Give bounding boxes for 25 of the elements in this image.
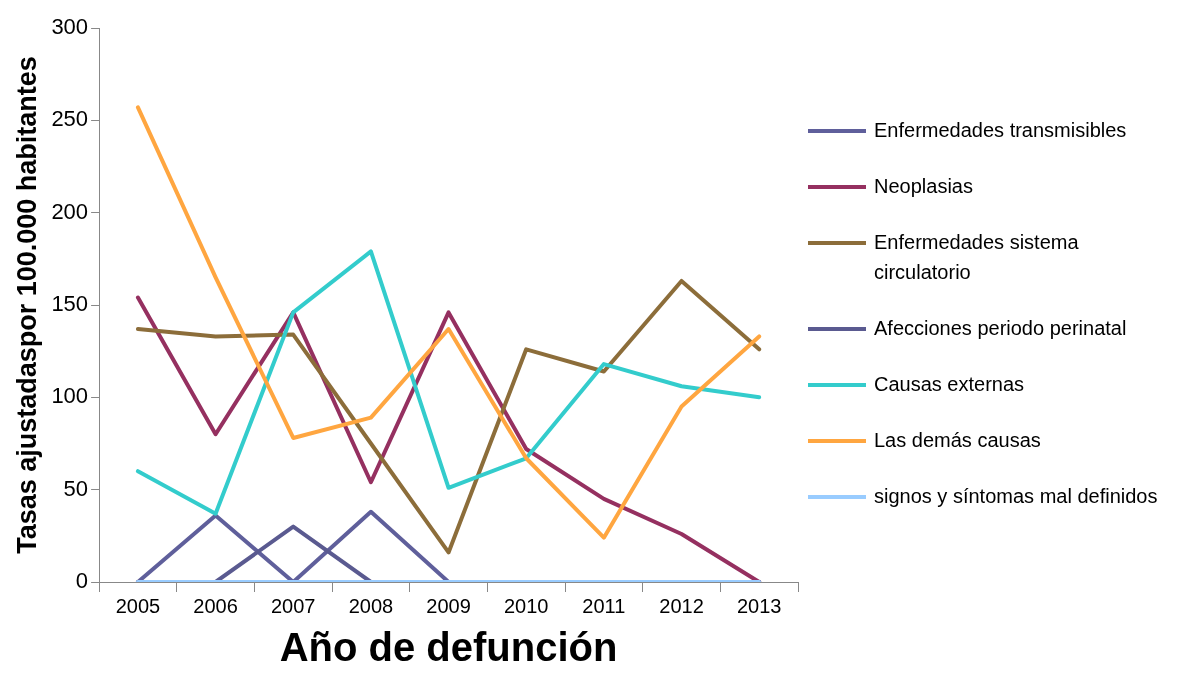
x-tick-label: 2007	[270, 594, 316, 617]
legend-label: Enfermedades sistema circulatorio	[874, 230, 1080, 285]
y-tick-label: 200	[51, 198, 89, 224]
legend-label: Las demás causas	[874, 428, 1042, 453]
y-tick-label: 100	[51, 383, 89, 409]
y-tick-label: 150	[51, 291, 89, 317]
x-tick-label: 2008	[348, 594, 394, 617]
y-tick-label: 300	[51, 14, 89, 40]
x-tick-label: 2005	[115, 594, 161, 617]
y-tick-label: 250	[51, 106, 89, 132]
legend-label: Afecciones periodo perinatal	[874, 316, 1128, 341]
x-axis-title: Año de defunción	[279, 625, 618, 670]
y-tick-label: 50	[63, 475, 89, 501]
x-tick-label: 2010	[503, 594, 549, 617]
y-tick-label: 0	[75, 568, 89, 594]
y-axis-title: Tasas ajustadaspor 100.000 habitantes	[11, 56, 42, 554]
legend-label: Neoplasias	[874, 174, 974, 199]
x-tick-label: 2012	[659, 594, 704, 617]
legend-label: Enfermedades transmisibles	[874, 118, 1128, 143]
legend-label: signos y síntomas mal definidos	[874, 484, 1159, 509]
legend-label: Causas externas	[874, 372, 1026, 397]
x-tick-label: 2006	[193, 594, 238, 617]
x-tick-label: 2013	[736, 594, 782, 617]
x-tick-label: 2011	[582, 594, 626, 617]
x-tick-label: 2009	[426, 594, 471, 617]
